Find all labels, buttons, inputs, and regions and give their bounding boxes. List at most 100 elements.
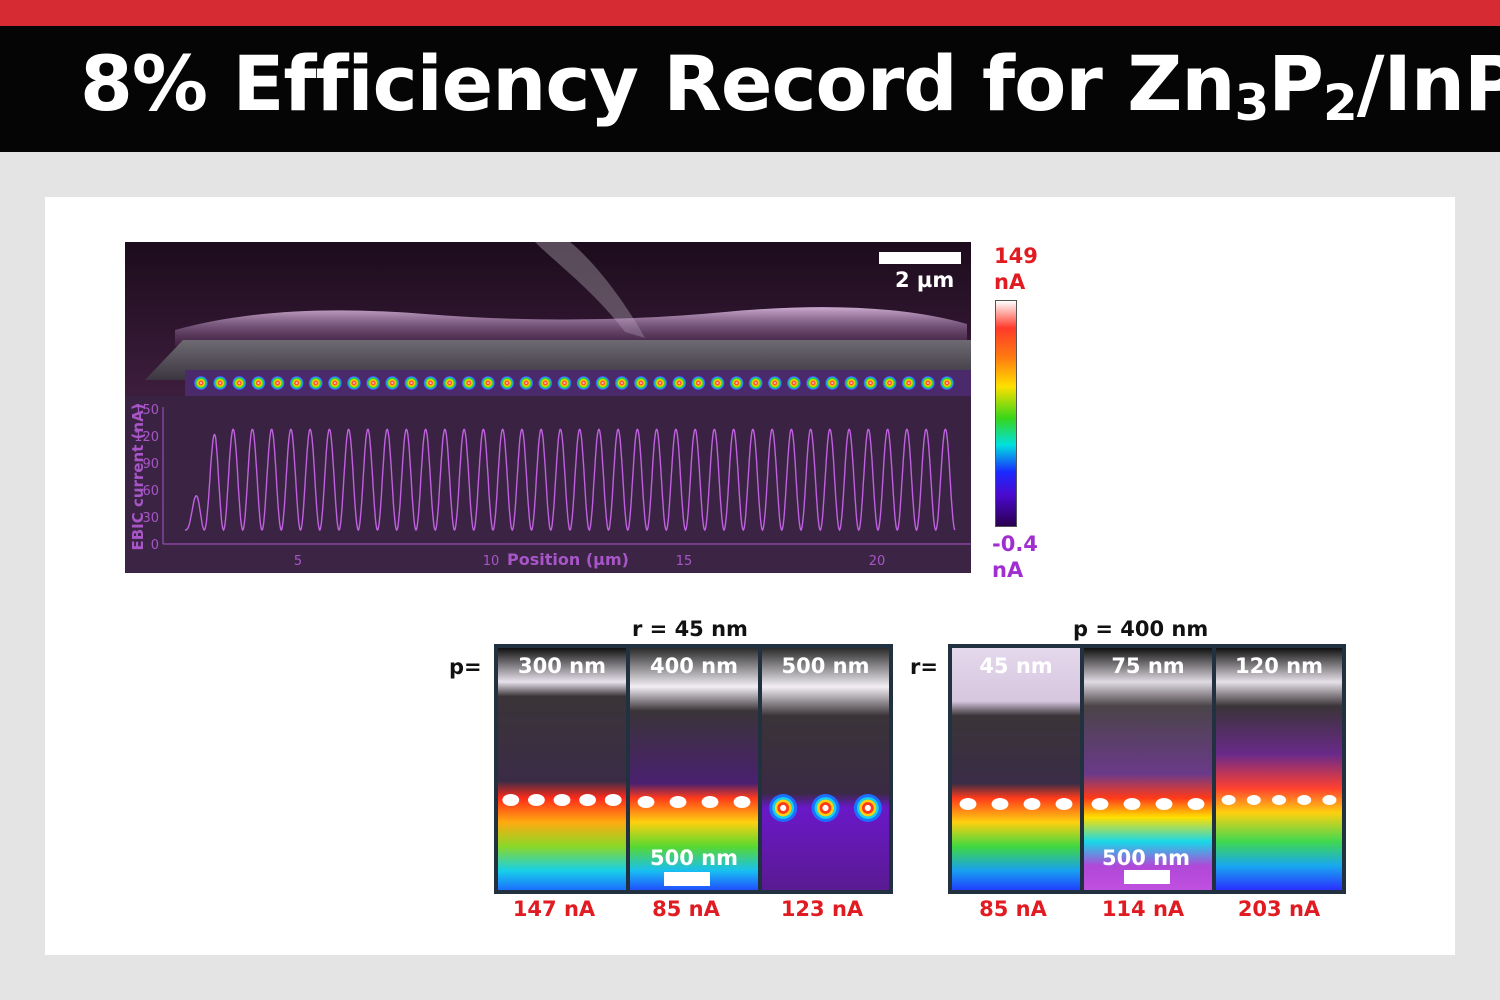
ebic-hotspot <box>576 376 591 390</box>
ebic-hotspot <box>901 376 916 390</box>
ebic-hotspot <box>614 376 629 390</box>
ebic-hotspot <box>194 376 208 390</box>
colorbar-min-unit: nA <box>992 558 1024 582</box>
panel-hotspot <box>1246 795 1261 805</box>
panel-image <box>1216 648 1342 890</box>
ebic-hotspot <box>251 376 266 390</box>
ebic-hotspot <box>308 376 323 390</box>
colorbar-min-value: -0.4 <box>992 532 1038 556</box>
ebic-hotspot <box>519 376 534 390</box>
panel-hotspot <box>1023 798 1041 810</box>
panel-hotspot <box>604 794 622 806</box>
top-accent-bar <box>0 0 1500 26</box>
panel-scale-bar-label: 500 nm <box>650 846 738 870</box>
y-axis-ticks: 150 120 90 60 30 0 <box>134 403 159 553</box>
ebic-hotspot <box>538 376 553 390</box>
ebic-hotspot <box>786 376 801 390</box>
ebic-hotspot <box>710 376 725 390</box>
panel-scale-bar-label: 500 nm <box>1102 846 1190 870</box>
ebic-hotspot <box>729 376 744 390</box>
panel-p400: 400 nm 500 nm <box>630 648 758 890</box>
group-right-row-label: r= <box>910 655 938 679</box>
y-tick-label: 120 <box>134 430 159 445</box>
group-left-header: r = 45 nm <box>632 617 748 641</box>
panel-r120: 120 nm <box>1216 648 1342 890</box>
ebic-hotspot <box>806 376 821 390</box>
ebic-hotspot <box>347 376 362 390</box>
colorbar-max-label: 149 nA <box>994 243 1038 295</box>
panel-label: 120 nm <box>1235 654 1323 678</box>
panel-label: 500 nm <box>781 654 870 678</box>
panel-hotspot <box>1123 798 1141 810</box>
ebic-hotspot <box>863 376 878 390</box>
ebic-hotspot <box>653 376 668 390</box>
ebic-hotspot <box>232 376 247 390</box>
panel-hotspot <box>1187 798 1205 810</box>
panel-current: 114 nA <box>1101 897 1185 921</box>
ebic-hotspot <box>595 376 610 390</box>
panel-hotspot <box>822 804 829 812</box>
y-tick-label: 150 <box>134 403 159 418</box>
title-text: /InP <box>1356 39 1500 128</box>
panel-hotspot <box>864 804 871 812</box>
x-tick-label: 10 <box>483 554 500 569</box>
panel-image <box>498 648 626 890</box>
ebic-hotspot <box>442 376 457 390</box>
panel-label: 45 nm <box>979 654 1053 678</box>
colorbar-min-label: -0.4 nA <box>992 531 1038 583</box>
panel-scale-bar <box>1124 870 1170 884</box>
ebic-hotspot <box>461 376 476 390</box>
panel-hotspot <box>1155 798 1173 810</box>
panel-p500: 500 nm <box>762 648 889 890</box>
title-text: 8% Efficiency Record for Zn <box>80 39 1235 128</box>
panel-hotspot <box>1297 795 1312 805</box>
panel-p300: 300 nm <box>498 648 626 890</box>
panel-scale-bar <box>664 872 710 886</box>
x-tick-label: 20 <box>869 554 886 569</box>
panel-r45: 45 nm <box>952 648 1080 890</box>
title-subscript: 2 <box>1323 74 1358 132</box>
title-subscript: 3 <box>1234 74 1270 132</box>
panel-hotspot <box>553 794 571 806</box>
group-right-header: p = 400 nm <box>1073 617 1209 641</box>
panel-hotspot <box>502 794 520 806</box>
ebic-hotspot-row <box>194 376 954 390</box>
x-tick-label: 15 <box>676 554 693 569</box>
ebic-hotspot <box>940 376 954 390</box>
group-left-row-label: p= <box>449 655 482 679</box>
y-tick-label: 90 <box>142 457 159 472</box>
ebic-hotspot <box>844 376 859 390</box>
panel-label: 300 nm <box>518 654 606 678</box>
ebic-hotspot <box>882 376 897 390</box>
panel-current: 203 nA <box>1237 897 1321 921</box>
ebic-hotspot <box>366 376 381 390</box>
title-text: P <box>1268 39 1324 128</box>
panel-image <box>762 648 889 890</box>
panel-hotspot <box>669 796 687 808</box>
panel-image <box>952 648 1080 890</box>
panel-current: 123 nA <box>780 897 864 921</box>
panel-label: 400 nm <box>650 654 738 678</box>
panel-hotspot <box>637 796 655 808</box>
ebic-hotspot <box>691 376 706 390</box>
panel-hotspot <box>991 798 1009 810</box>
ebic-hotspot <box>213 376 228 390</box>
title-banner: 8% Efficiency Record for Zn3P2/InP <box>0 26 1500 152</box>
y-tick-label: 30 <box>142 511 159 526</box>
colorbar <box>995 300 1017 527</box>
ebic-hotspot <box>557 376 572 390</box>
x-tick-label: 5 <box>294 554 302 569</box>
ebic-current-trace <box>185 428 956 532</box>
ebic-hotspot <box>672 376 687 390</box>
ebic-hotspot <box>500 376 515 390</box>
panel-hotspot <box>701 796 719 808</box>
panel-current: 85 nA <box>652 897 720 921</box>
ebic-hotspot <box>404 376 419 390</box>
panel-hotspot <box>1055 798 1073 810</box>
ebic-hotspot <box>920 376 935 390</box>
ebic-hotspot <box>633 376 648 390</box>
panel-current: 85 nA <box>979 897 1047 921</box>
ebic-hotspot <box>270 376 285 390</box>
y-axis-label: EBIC current (nA) <box>129 403 147 550</box>
